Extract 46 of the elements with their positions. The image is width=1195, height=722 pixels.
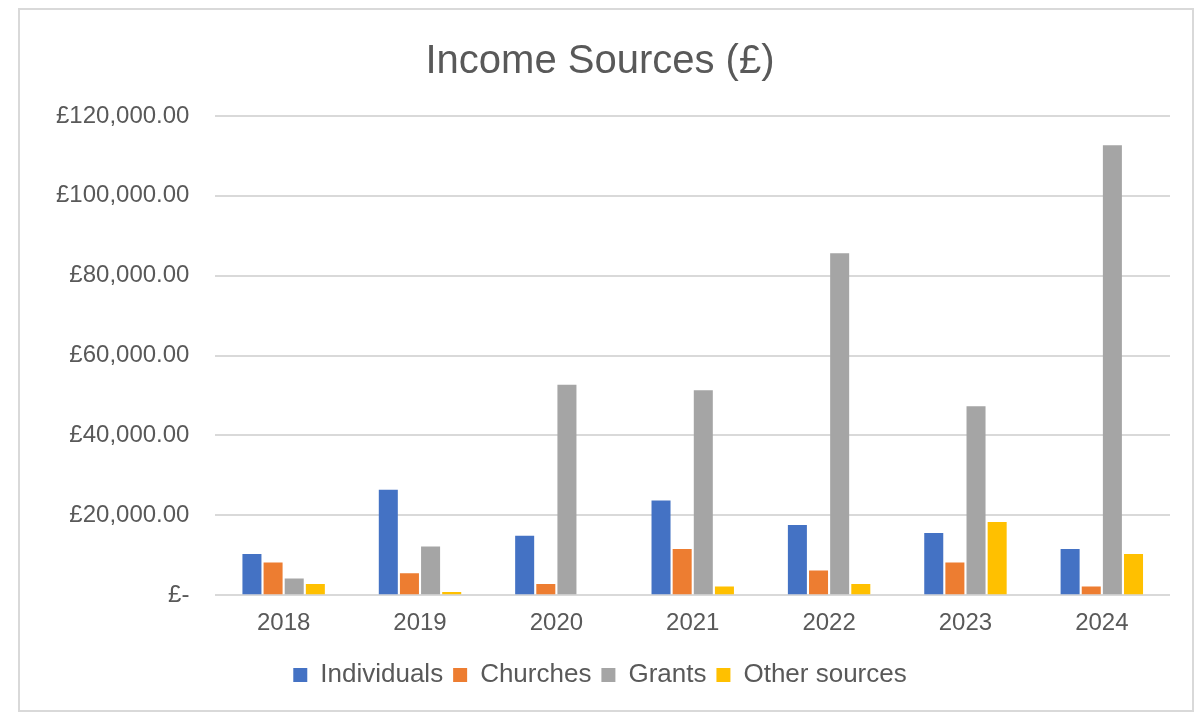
bar [242, 554, 262, 595]
y-tick-label: £- [168, 579, 190, 607]
bar [1060, 548, 1080, 595]
bar [945, 562, 965, 595]
y-tick-label: £120,000.00 [56, 100, 190, 128]
legend-label: Churches [480, 658, 592, 689]
bar [987, 522, 1007, 595]
bar [284, 578, 304, 595]
y-tick-label: £60,000.00 [69, 340, 190, 368]
x-tick-label: 2023 [938, 608, 993, 636]
bar [651, 500, 671, 595]
legend-label: Other sources [743, 658, 907, 689]
x-tick-label: 2018 [256, 608, 311, 636]
y-tick-label: £80,000.00 [69, 260, 190, 288]
bar [809, 570, 829, 595]
bar [1081, 586, 1101, 595]
bar [1102, 145, 1122, 595]
bar [787, 524, 807, 595]
bar [399, 573, 419, 595]
bar [305, 584, 325, 595]
bar [1124, 554, 1144, 595]
bar [442, 592, 462, 595]
chart-title: Income Sources (£) [425, 37, 775, 82]
bar [966, 406, 986, 595]
bar [924, 532, 944, 595]
x-tick-label: 2022 [802, 608, 856, 636]
bar [378, 489, 398, 595]
y-tick-label: £100,000.00 [56, 180, 190, 208]
x-tick-label: 2020 [529, 608, 584, 636]
legend-label: Grants [628, 658, 707, 689]
y-tick-label: £20,000.00 [69, 499, 190, 527]
bar [830, 253, 850, 595]
legend-label: Individuals [320, 658, 444, 689]
bar [851, 584, 871, 595]
bar [693, 390, 713, 595]
bar [714, 586, 734, 595]
bar [421, 546, 441, 595]
bar [536, 584, 556, 595]
bar [263, 562, 283, 595]
x-tick-label: 2024 [1075, 608, 1129, 636]
y-tick-label: £40,000.00 [69, 420, 190, 448]
bar [515, 535, 535, 595]
x-tick-label: 2019 [393, 608, 447, 636]
x-tick-label: 2021 [666, 608, 720, 636]
bar [557, 384, 577, 595]
bar [672, 548, 692, 595]
